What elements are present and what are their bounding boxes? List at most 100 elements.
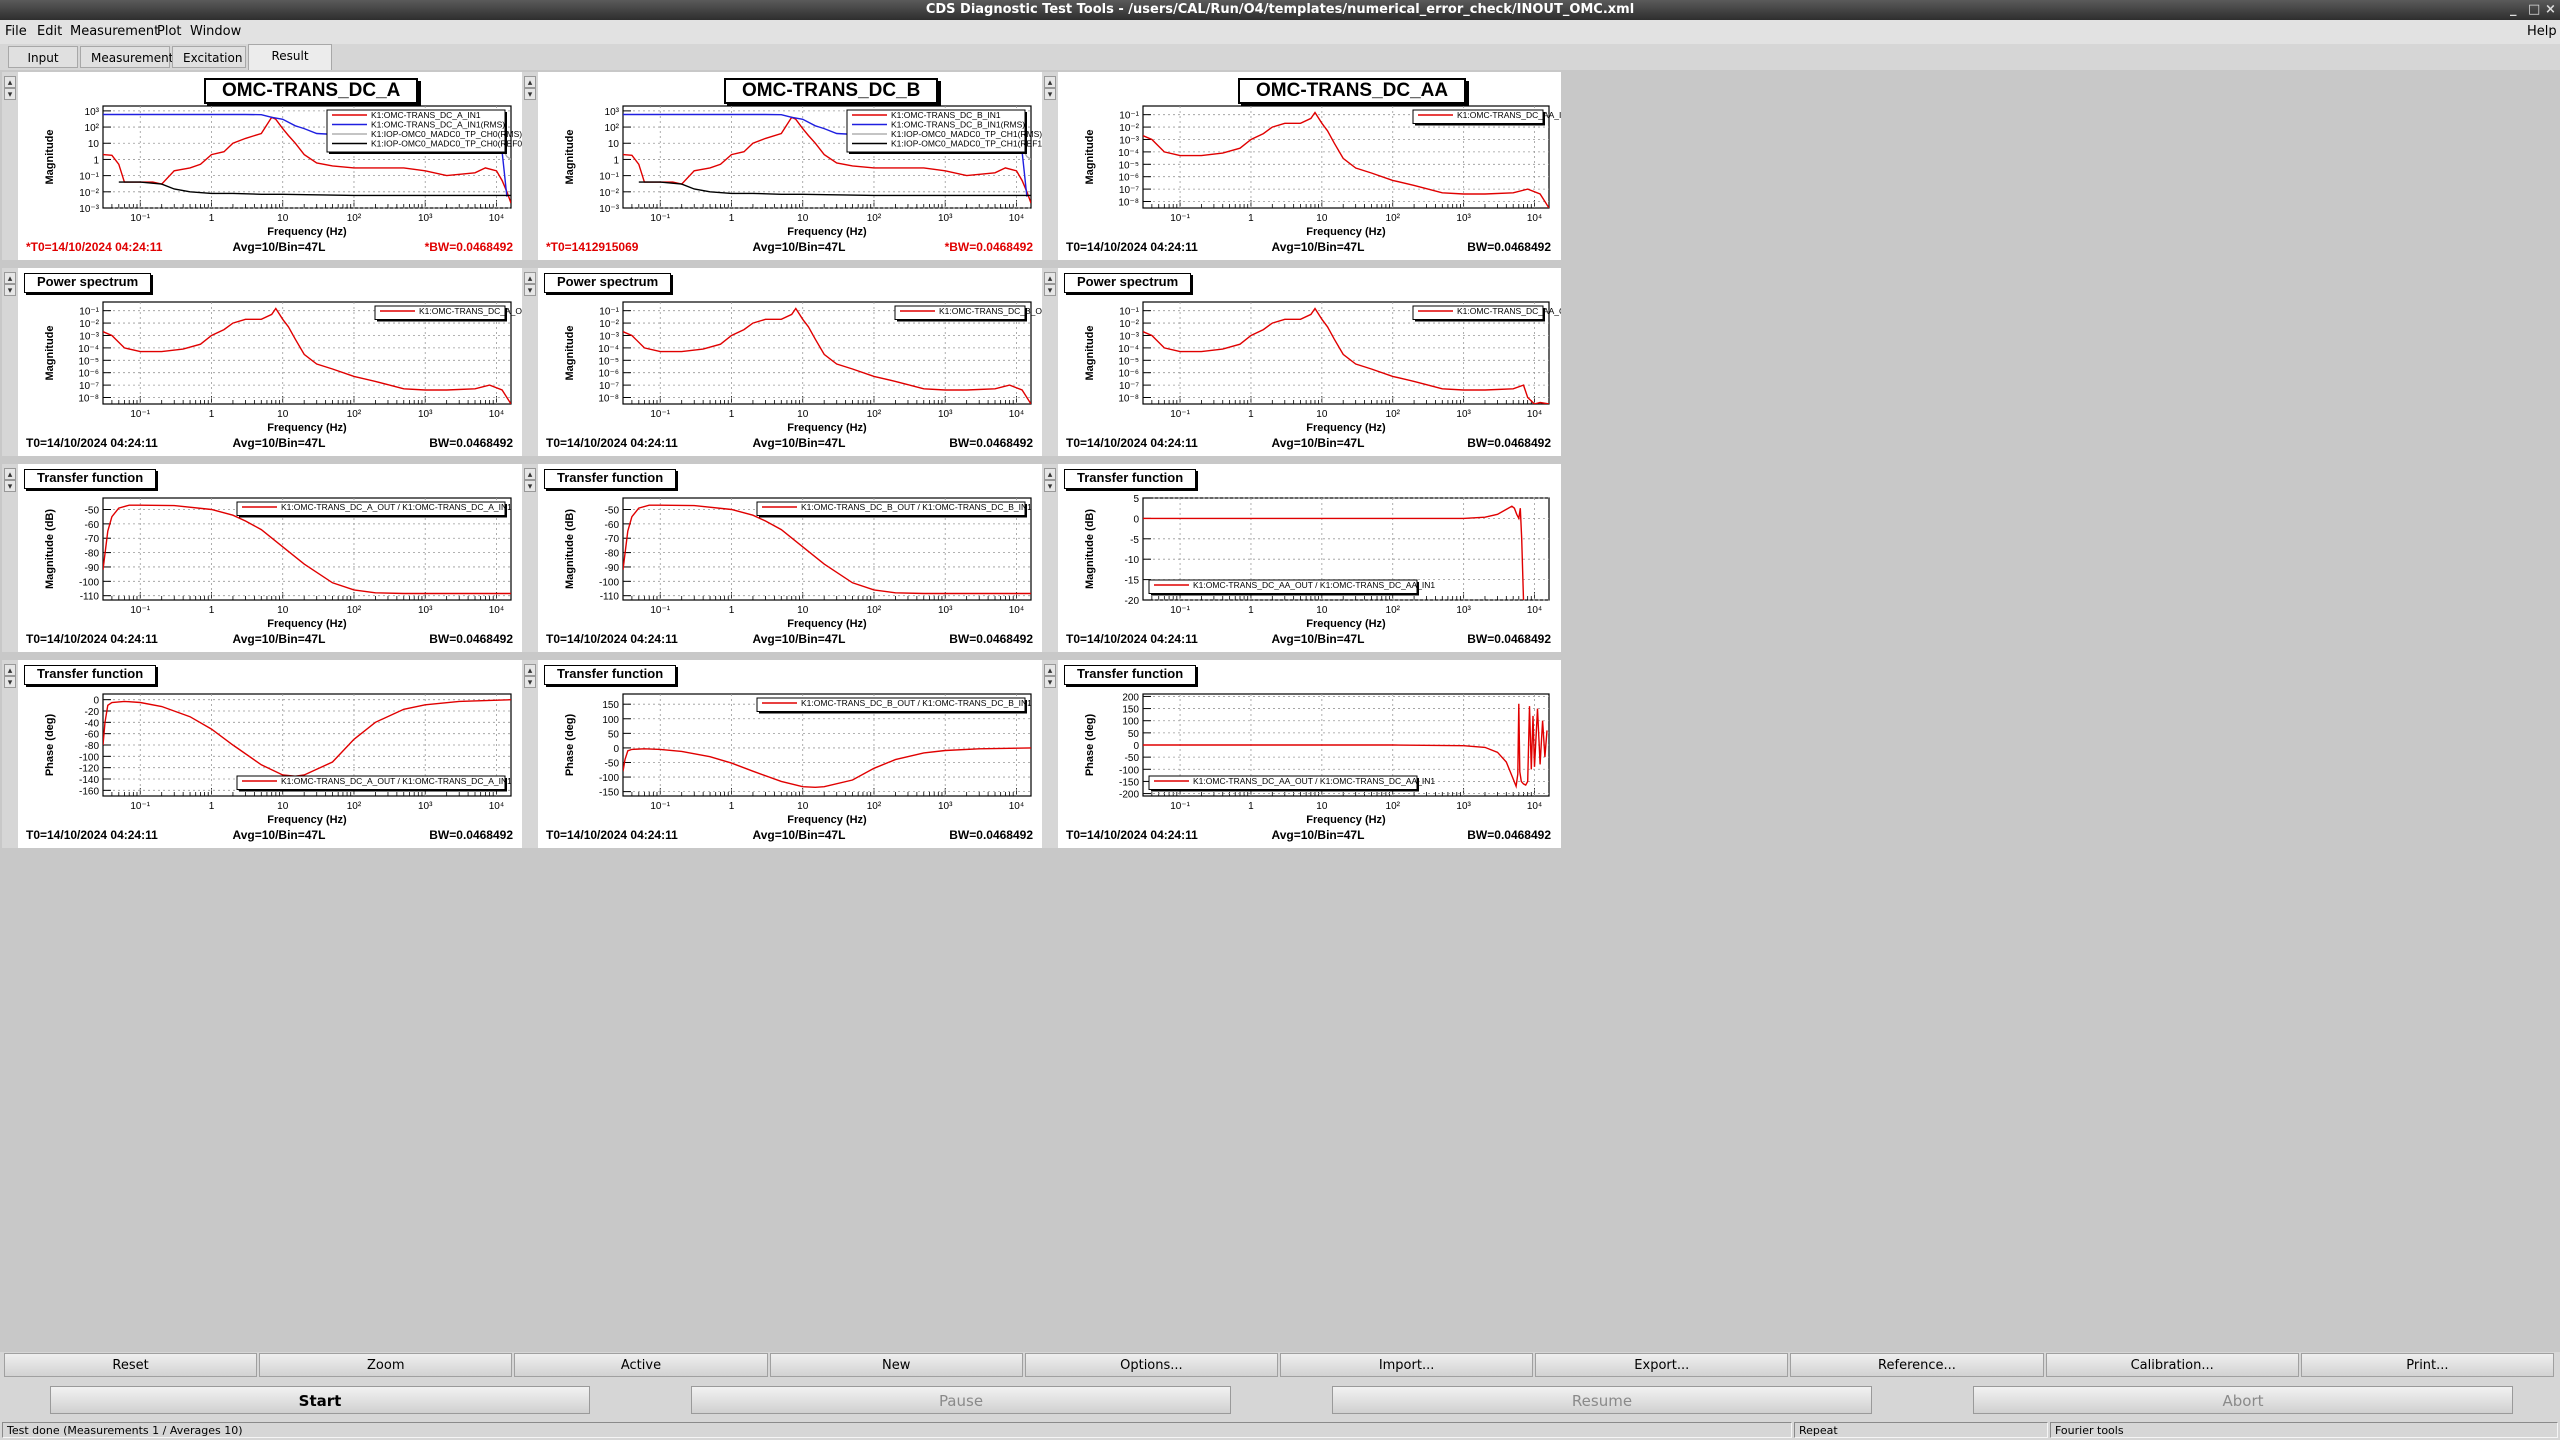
panel-scroll-arrows[interactable]: ▴ ▾ xyxy=(2,464,18,652)
footer-t0: T0=14/10/2024 04:24:11 xyxy=(1066,436,1198,450)
x-tick-label: 10² xyxy=(867,605,882,616)
y-tick-label: 150 xyxy=(1122,705,1139,716)
x-tick-label: 10⁴ xyxy=(1527,409,1542,420)
y-tick-label: 10⁻¹ xyxy=(79,172,99,183)
x-tick-label: 10⁻¹ xyxy=(130,605,150,616)
footer-bw: BW=0.0468492 xyxy=(949,632,1033,646)
button-calibration[interactable]: Calibration... xyxy=(2045,1353,2299,1377)
footer-avg: Avg=10/Bin=47L xyxy=(752,436,846,450)
x-tick-label: 1 xyxy=(209,801,215,812)
tab-excitation[interactable]: Excitation xyxy=(172,46,246,68)
x-tick-label: 10² xyxy=(1386,605,1401,616)
close-icon[interactable]: × xyxy=(2545,2,2556,17)
maximize-icon[interactable]: □ xyxy=(2528,2,2541,17)
footer-bw: *BW=0.0468492 xyxy=(944,240,1033,254)
y-tick-label: 10⁻³ xyxy=(1119,135,1139,146)
x-tick-label: 10 xyxy=(277,213,289,224)
panel-scroll-arrows[interactable]: ▴ ▾ xyxy=(522,660,538,848)
plot-svg[interactable]: 10⁻¹ 1 10 10² 10³ 10⁴ Frequency (Hz) -50 -60 -70 -… xyxy=(538,464,1043,652)
panel-scroll-arrows[interactable]: ▴ ▾ xyxy=(1042,464,1058,652)
button-reference[interactable]: Reference... xyxy=(1790,1353,2044,1377)
y-tick-label: 10⁻³ xyxy=(79,331,99,342)
y-tick-label: 10⁻⁴ xyxy=(78,344,99,355)
x-tick-label: 10³ xyxy=(938,605,953,616)
y-tick-label: -50 xyxy=(85,505,100,516)
y-tick-label: -100 xyxy=(599,773,619,784)
plot-area: ▴ ▾ OMC-TRANS_DC_A 10⁻¹ 1 10 10² 10³ 10⁴ Frequenc… xyxy=(0,70,2560,1352)
y-tick-label: 10⁻¹ xyxy=(599,172,619,183)
plot-svg[interactable]: 10⁻¹ 1 10 10² 10³ 10⁴ Frequency (Hz) 150 100 50 0 -… xyxy=(538,660,1043,848)
plot-panel: Transfer function 10⁻¹ 1 10 10² 10³ 10⁴ Frequen… xyxy=(18,660,523,848)
footer-avg: Avg=10/Bin=47L xyxy=(1271,828,1365,842)
y-tick-label: 0 xyxy=(1133,514,1139,525)
y-axis-label: Magnitude (dB) xyxy=(564,509,576,589)
panel-scroll-arrows[interactable]: ▴ ▾ xyxy=(2,72,18,260)
tab-measurement[interactable]: Measurement xyxy=(80,46,173,68)
panel-scroll-arrows[interactable]: ▴ ▾ xyxy=(1042,268,1058,456)
plot-title: Transfer function xyxy=(544,665,677,685)
y-tick-label: -20 xyxy=(1125,596,1140,607)
plot-svg[interactable]: 10⁻¹ 1 10 10² 10³ 10⁴ Frequency (Hz) 0-20-40-60… xyxy=(18,660,523,848)
control-start[interactable]: Start xyxy=(50,1386,590,1414)
series-line xyxy=(1143,111,1549,208)
plot-svg[interactable]: 10⁻¹ 1 10 10² 10³ 10⁴ Frequency (Hz) -50 -60 -70 -… xyxy=(18,464,523,652)
panel-scroll-arrows[interactable]: ▴ ▾ xyxy=(1042,660,1058,848)
y-tick-label: 10⁻⁷ xyxy=(599,381,619,392)
y-axis-label: Magnitude xyxy=(44,326,56,381)
y-tick-label: -120 xyxy=(79,764,99,775)
menu-edit[interactable]: Edit xyxy=(37,24,63,39)
y-tick-label: 10⁻³ xyxy=(1119,331,1139,342)
panel-scroll-arrows[interactable]: ▴ ▾ xyxy=(2,268,18,456)
plot-title: Transfer function xyxy=(544,469,677,489)
menu-file[interactable]: File xyxy=(5,24,27,39)
menu-help[interactable]: Help xyxy=(2527,24,2557,39)
plot-svg[interactable]: 10⁻¹ 1 10 10² 10³ 10⁴ Frequency (Hz) 10⁻³ 10⁻² 10… xyxy=(18,72,523,260)
plot-svg[interactable]: 10⁻¹ 1 10 10² 10³ 10⁴ Frequency (Hz) 5 0 -5 -10 -15… xyxy=(1058,464,1561,652)
panel-scroll-arrows[interactable]: ▴ ▾ xyxy=(522,72,538,260)
control-pause[interactable]: Pause xyxy=(691,1386,1231,1414)
plot-button-row: Reset Zoom Active New Options... Import... Exp… xyxy=(0,1352,2560,1378)
panel-scroll-arrows[interactable]: ▴ ▾ xyxy=(522,464,538,652)
x-tick-label: 10² xyxy=(347,409,362,420)
legend-box xyxy=(374,305,506,320)
x-tick-label: 1 xyxy=(1248,605,1254,616)
plot-title: Transfer function xyxy=(1064,469,1197,489)
series-line xyxy=(623,747,1031,789)
button-print[interactable]: Print... xyxy=(2300,1353,2554,1377)
button-new[interactable]: New xyxy=(769,1353,1023,1377)
menu-plot[interactable]: Plot xyxy=(157,24,182,39)
x-tick-label: 1 xyxy=(1248,801,1254,812)
tab-result[interactable]: Result xyxy=(248,44,332,70)
button-export[interactable]: Export... xyxy=(1535,1353,1789,1377)
button-options[interactable]: Options... xyxy=(1024,1353,1278,1377)
button-reset[interactable]: Reset xyxy=(4,1353,258,1377)
control-resume[interactable]: Resume xyxy=(1332,1386,1872,1414)
tab-input[interactable]: Input xyxy=(8,46,78,68)
button-zoom[interactable]: Zoom xyxy=(259,1353,513,1377)
series-line xyxy=(623,307,1031,404)
footer-t0: T0=14/10/2024 04:24:11 xyxy=(1066,240,1198,254)
button-active[interactable]: Active xyxy=(514,1353,768,1377)
y-tick-label: 1 xyxy=(613,155,619,166)
minimize-icon[interactable]: _ xyxy=(2510,2,2517,17)
footer-avg: Avg=10/Bin=47L xyxy=(752,240,846,254)
y-tick-label: 10⁻⁵ xyxy=(598,356,619,367)
menu-measurement[interactable]: Measurement xyxy=(70,24,160,39)
panel-scroll-arrows[interactable]: ▴ ▾ xyxy=(2,660,18,848)
menu-window[interactable]: Window xyxy=(190,24,242,39)
x-tick-label: 10 xyxy=(797,213,809,224)
x-tick-label: 1 xyxy=(729,801,735,812)
legend-entry: K1:OMC-TRANS_DC_AA_OUT / K1:OMC-TRANS_DC… xyxy=(1193,776,1435,786)
plot-svg[interactable]: 10⁻¹ 1 10 10² 10³ 10⁴ Frequency (Hz) 10⁻³ 10⁻² 10… xyxy=(538,72,1043,260)
panel-scroll-arrows[interactable]: ▴ ▾ xyxy=(522,268,538,456)
button-import[interactable]: Import... xyxy=(1280,1353,1534,1377)
plot-svg[interactable]: 10⁻¹ 1 10 10² 10³ 10⁴ Frequency (Hz) 200 1501005… xyxy=(1058,660,1561,848)
plot-panel: Transfer function 10⁻¹ 1 10 10² 10³ 10⁴ Frequen… xyxy=(538,464,1043,652)
plot-title: Power spectrum xyxy=(24,273,152,293)
control-abort[interactable]: Abort xyxy=(1973,1386,2513,1414)
panel-scroll-arrows[interactable]: ▴ ▾ xyxy=(1042,72,1058,260)
